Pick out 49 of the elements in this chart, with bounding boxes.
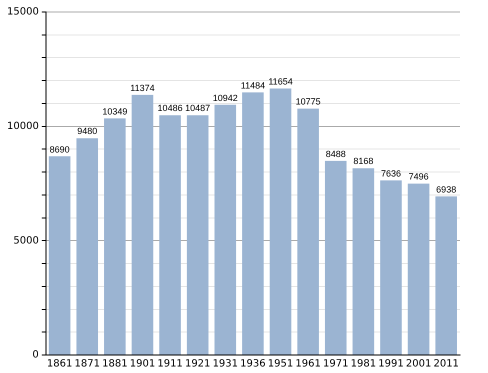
- x-tick-label: 1951: [268, 358, 294, 370]
- bar: [214, 104, 236, 354]
- y-tick-label: 10000: [7, 120, 39, 132]
- bar: [435, 196, 457, 354]
- data-label: 8690: [50, 144, 70, 154]
- bar: [352, 168, 374, 354]
- bar: [48, 156, 70, 354]
- y-tick-label: 5000: [13, 235, 39, 246]
- data-label: 11374: [130, 82, 155, 93]
- x-tick-label: 1931: [212, 358, 238, 370]
- x-tick-label: 1881: [102, 358, 128, 370]
- bar: [186, 115, 208, 354]
- data-label: 10487: [185, 103, 210, 114]
- bar: [242, 92, 264, 354]
- x-tick-label: 1871: [74, 358, 100, 370]
- x-tick-label: 1991: [378, 358, 404, 370]
- data-label: 8168: [353, 156, 374, 166]
- data-label: 7636: [380, 168, 401, 178]
- x-tick-label: 1981: [350, 358, 376, 370]
- bar: [159, 115, 181, 354]
- bar: [76, 138, 98, 354]
- x-tick-label: 1961: [295, 358, 321, 370]
- bar: [270, 88, 292, 354]
- bar: [132, 94, 154, 354]
- data-label: 10486: [158, 103, 183, 114]
- data-label: 10775: [296, 96, 321, 107]
- x-tick-label: 2001: [406, 358, 432, 370]
- data-label: 9480: [77, 126, 98, 136]
- x-tick-label: 1971: [323, 358, 348, 370]
- y-tick-label: 15000: [7, 6, 39, 18]
- data-label: 11484: [240, 80, 266, 90]
- x-tick-label: 1936: [240, 358, 266, 370]
- bar: [104, 118, 126, 354]
- x-tick-label: 1921: [184, 358, 210, 370]
- data-label: 11654: [268, 76, 293, 86]
- x-tick-label: 2011: [433, 358, 459, 370]
- data-label: 10349: [102, 106, 128, 116]
- bar: [297, 108, 319, 354]
- data-label: 8488: [326, 148, 346, 159]
- bar: [380, 180, 402, 354]
- data-label: 6938: [436, 184, 456, 194]
- data-label: 7496: [408, 172, 429, 182]
- x-tick-label: 1861: [46, 358, 72, 370]
- data-label: 10942: [212, 92, 238, 103]
- x-tick-label: 1911: [157, 358, 183, 370]
- bar: [324, 160, 347, 354]
- x-tick-label: 1901: [130, 358, 156, 370]
- y-tick-label: 0: [32, 350, 39, 361]
- bar: [408, 184, 430, 354]
